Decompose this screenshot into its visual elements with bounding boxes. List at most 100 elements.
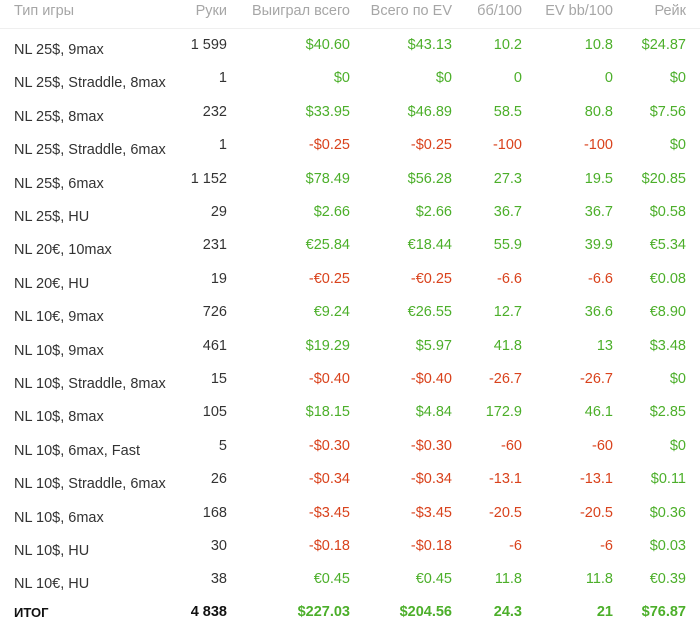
row-hands: 1 152 (190, 170, 227, 187)
column-header-ev-bb100[interactable]: EV bb/100 (545, 3, 613, 19)
table-row[interactable]: NL 10$, 6max, Fast 5 -$0.30 -$0.30 -60 -60 $0 (0, 430, 700, 464)
row-rake: $0.58 (649, 204, 686, 220)
row-bb100: -26.7 (488, 371, 522, 387)
table-row[interactable]: NL 25$, Straddle, 8max 1 $0 $0 0 0 $0 (0, 62, 700, 96)
table-row[interactable]: NL 20€, 10max 231 €25.84 €18.44 55.9 39.9 €5.3… (0, 229, 700, 263)
row-hands: 726 (202, 304, 227, 321)
row-hands: 461 (202, 337, 227, 354)
row-game-type: NL 10$, 9max (14, 342, 104, 359)
row-won-total: $18.15 (305, 404, 350, 421)
row-bb100: -60 (501, 437, 522, 454)
row-ev-bb100: 46.1 (584, 404, 613, 421)
row-bb100: 55.9 (493, 237, 522, 254)
row-hands: 1 (218, 137, 227, 154)
row-hands: 105 (202, 404, 227, 421)
table-row[interactable]: NL 20€, HU 19 -€0.25 -€0.25 -6.6 -6.6 €0.08 (0, 263, 700, 297)
column-header-total-ev[interactable]: Всего по EV (370, 3, 452, 19)
table-row[interactable]: NL 10$, 8max 105 $18.15 $4.84 172.9 46.1 $2.85 (0, 396, 700, 430)
column-header-bb100[interactable]: бб/100 (477, 3, 522, 19)
column-header-won-total[interactable]: Выиграл всего (252, 3, 350, 19)
row-bb100: -6.6 (497, 270, 522, 287)
row-total-ev: $43.13 (407, 37, 452, 53)
row-won-total: -$0.18 (308, 538, 350, 554)
row-ev-bb100: 19.5 (584, 170, 613, 187)
row-rake: $0.03 (649, 538, 686, 554)
row-won-total: -$0.30 (308, 437, 350, 454)
table-row[interactable]: NL 10€, HU 38 €0.45 €0.45 11.8 11.8 €0.39 (0, 563, 700, 597)
row-total-ev: -$0.18 (410, 538, 452, 554)
row-rake: €5.34 (649, 237, 686, 254)
table-row[interactable]: NL 25$, HU 29 $2.66 $2.66 36.7 36.7 $0.58 (0, 196, 700, 230)
total-ev-bb100: 21 (596, 604, 613, 620)
table-row[interactable]: NL 25$, 6max 1 152 $78.49 $56.28 27.3 19.5 $20… (0, 163, 700, 197)
row-ev-bb100: -13.1 (579, 471, 613, 488)
row-won-total: $0 (333, 70, 350, 87)
row-ev-bb100: 36.7 (584, 204, 613, 220)
table-row[interactable]: NL 10€, 9max 726 €9.24 €26.55 12.7 36.6 €8.90 (0, 296, 700, 330)
row-game-type: NL 10€, 9max (14, 309, 104, 326)
row-ev-bb100: 13 (596, 337, 613, 354)
row-hands: 232 (202, 103, 227, 120)
row-total-ev: -$3.45 (410, 504, 452, 521)
row-game-type: NL 25$, Straddle, 6max (14, 142, 166, 159)
table-row[interactable]: NL 25$, 8max 232 $33.95 $46.89 58.5 80.8 $7.56 (0, 96, 700, 130)
table-row[interactable]: NL 10$, 6max 168 -$3.45 -$3.45 -20.5 -20.5 $0.… (0, 497, 700, 531)
row-bb100: 11.8 (494, 571, 522, 588)
row-game-type: NL 25$, 6max (14, 175, 104, 192)
row-bb100: 0 (513, 70, 522, 87)
table-row[interactable]: NL 10$, Straddle, 8max 15 -$0.40 -$0.40 -26.… (0, 363, 700, 397)
table-row[interactable]: NL 10$, Straddle, 6max 26 -$0.34 -$0.34 -13.… (0, 463, 700, 497)
row-hands: 26 (210, 471, 227, 488)
table-row[interactable]: NL 25$, Straddle, 6max 1 -$0.25 -$0.25 -100 -… (0, 129, 700, 163)
row-total-ev: -$0.25 (410, 137, 452, 154)
table-header: Тип игры Руки Выиграл всего Всего по EV … (0, 0, 700, 29)
row-ev-bb100: -20.5 (579, 504, 613, 521)
row-total-ev: -$0.40 (410, 371, 452, 387)
row-rake: $7.56 (649, 103, 686, 120)
row-rake: €0.39 (649, 571, 686, 588)
total-bb100: 24.3 (493, 604, 522, 620)
table-row[interactable]: NL 25$, 9max 1 599 $40.60 $43.13 10.2 10.8 $24… (0, 29, 700, 63)
row-game-type: NL 25$, HU (14, 209, 90, 225)
column-header-rake[interactable]: Рейк (654, 3, 686, 19)
row-ev-bb100: 36.6 (584, 304, 613, 321)
table-row[interactable]: NL 10$, HU 30 -$0.18 -$0.18 -6 -6 $0.03 (0, 530, 700, 564)
row-won-total: $19.29 (305, 337, 350, 354)
row-hands: 5 (218, 437, 227, 454)
column-header-game-type[interactable]: Тип игры (14, 3, 75, 19)
table-row[interactable]: NL 10$, 9max 461 $19.29 $5.97 41.8 13 $3.48 (0, 330, 700, 364)
row-bb100: 12.7 (493, 304, 522, 321)
row-bb100: -13.1 (488, 471, 522, 488)
row-total-ev: €0.45 (415, 571, 452, 588)
total-hands: 4 838 (190, 604, 227, 620)
row-rake: $0.11 (650, 471, 686, 488)
row-rake: $20.85 (641, 170, 686, 187)
row-bb100: 58.5 (493, 103, 522, 120)
row-rake: $2.85 (649, 404, 686, 421)
total-won: $227.03 (297, 604, 350, 620)
row-game-type: NL 25$, 9max (14, 42, 104, 58)
row-game-type: NL 10€, HU (14, 576, 90, 593)
row-hands: 231 (202, 237, 227, 254)
row-total-ev: -$0.30 (410, 437, 452, 454)
row-won-total: -$0.40 (308, 371, 350, 387)
row-won-total: $33.95 (305, 103, 350, 120)
row-total-ev: $2.66 (415, 204, 452, 220)
row-total-ev: $0 (435, 70, 452, 87)
row-game-type: NL 10$, HU (14, 543, 90, 559)
row-game-type: NL 10$, 8max (14, 409, 104, 426)
row-hands: 168 (202, 504, 227, 521)
row-ev-bb100: 11.8 (585, 571, 613, 588)
row-total-ev: €18.44 (407, 237, 452, 254)
row-ev-bb100: 0 (604, 70, 613, 87)
row-rake: €8.90 (649, 304, 686, 321)
row-rake: $0.36 (649, 504, 686, 521)
row-ev-bb100: 80.8 (584, 103, 613, 120)
row-ev-bb100: 39.9 (584, 237, 613, 254)
column-header-hands[interactable]: Руки (195, 3, 227, 19)
row-game-type: NL 10$, Straddle, 8max (14, 376, 166, 392)
row-ev-bb100: -60 (592, 437, 613, 454)
row-ev-bb100: -100 (583, 137, 613, 154)
row-bb100: 172.9 (485, 404, 522, 421)
